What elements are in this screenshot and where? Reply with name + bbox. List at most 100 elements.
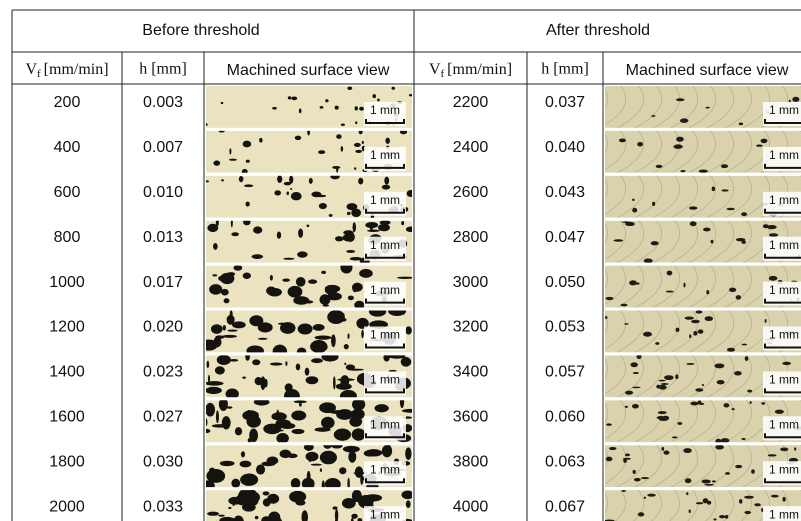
column-header: h [mm] (541, 61, 589, 78)
pore (667, 271, 673, 276)
pore (384, 177, 389, 185)
pore (782, 362, 791, 365)
feed-rate: 2600 (453, 184, 489, 201)
pore (725, 472, 730, 475)
feed-rate: 2800 (453, 229, 489, 246)
depth: 0.060 (545, 409, 585, 426)
pore (327, 310, 345, 324)
pore (306, 376, 319, 384)
pore (658, 380, 665, 382)
pore (242, 169, 248, 174)
pore (232, 321, 246, 328)
pore (298, 324, 313, 335)
pore (297, 251, 308, 257)
pore (693, 331, 697, 336)
pore (711, 240, 714, 244)
pore (666, 291, 674, 293)
pore (297, 347, 307, 356)
pore (280, 322, 295, 334)
pore (307, 444, 310, 451)
pore (215, 366, 225, 374)
pore (605, 297, 613, 300)
pore (258, 338, 268, 340)
pore (652, 202, 655, 206)
scale-label: 1 mm (370, 283, 400, 297)
depth: 0.033 (143, 498, 183, 515)
pore (332, 288, 340, 290)
pore (388, 354, 405, 359)
pore (224, 298, 230, 303)
pore (222, 355, 225, 364)
pore (249, 428, 258, 442)
pore (358, 178, 363, 185)
scale-label: 1 mm (370, 328, 400, 342)
pore (656, 165, 663, 168)
pore (721, 189, 728, 191)
pore (676, 98, 685, 101)
pore (235, 427, 242, 435)
pore (244, 184, 253, 187)
group-header: Before threshold (142, 22, 259, 39)
pore (683, 448, 691, 453)
pore (253, 226, 262, 233)
pore (272, 107, 277, 110)
pore (651, 115, 655, 117)
pore (672, 436, 677, 438)
pore (771, 495, 779, 498)
pore (243, 141, 252, 148)
pore (747, 390, 752, 393)
pore (231, 218, 233, 227)
pore (761, 402, 765, 405)
pore (761, 139, 768, 144)
pore (361, 330, 364, 339)
surface-image: 1 mm (199, 442, 412, 493)
pore (673, 144, 682, 148)
pore (651, 241, 659, 245)
pore (354, 167, 356, 170)
pore (678, 422, 683, 425)
pore (712, 187, 715, 192)
pore (331, 334, 336, 347)
subscript: f (37, 68, 41, 80)
surface-image: 1 mm (205, 352, 412, 402)
pore (606, 423, 612, 425)
pore (365, 449, 382, 456)
pore (299, 108, 302, 113)
scale-label: 1 mm (769, 148, 799, 162)
surface-image: 1 mm (206, 218, 415, 264)
feed-rate: 1000 (49, 274, 85, 291)
pore (744, 511, 751, 514)
pore (245, 353, 250, 361)
pore (346, 250, 355, 253)
feed-rate: 1600 (49, 409, 85, 426)
pore (247, 497, 255, 506)
pore (343, 230, 353, 235)
feed-rate: 3200 (453, 319, 489, 336)
pore (319, 203, 327, 209)
depth: 0.063 (545, 453, 585, 470)
pore (696, 310, 703, 313)
pore (406, 500, 411, 508)
pore (702, 479, 711, 483)
pore (686, 492, 688, 495)
pore (714, 363, 724, 368)
pore (360, 474, 363, 484)
pore (721, 164, 728, 168)
pore (355, 121, 357, 124)
pore (362, 141, 364, 144)
pore (264, 379, 267, 388)
pore (409, 94, 414, 96)
pore (320, 451, 337, 465)
pore (689, 509, 691, 513)
pore (619, 138, 626, 142)
pore (794, 447, 796, 450)
pore (213, 337, 221, 347)
pore (313, 324, 325, 331)
pore (333, 376, 336, 389)
pore (632, 404, 639, 408)
scale-label: 1 mm (370, 103, 400, 117)
pore (298, 229, 303, 238)
pore (284, 182, 291, 186)
symbol: V (429, 61, 441, 78)
pore (233, 265, 242, 271)
